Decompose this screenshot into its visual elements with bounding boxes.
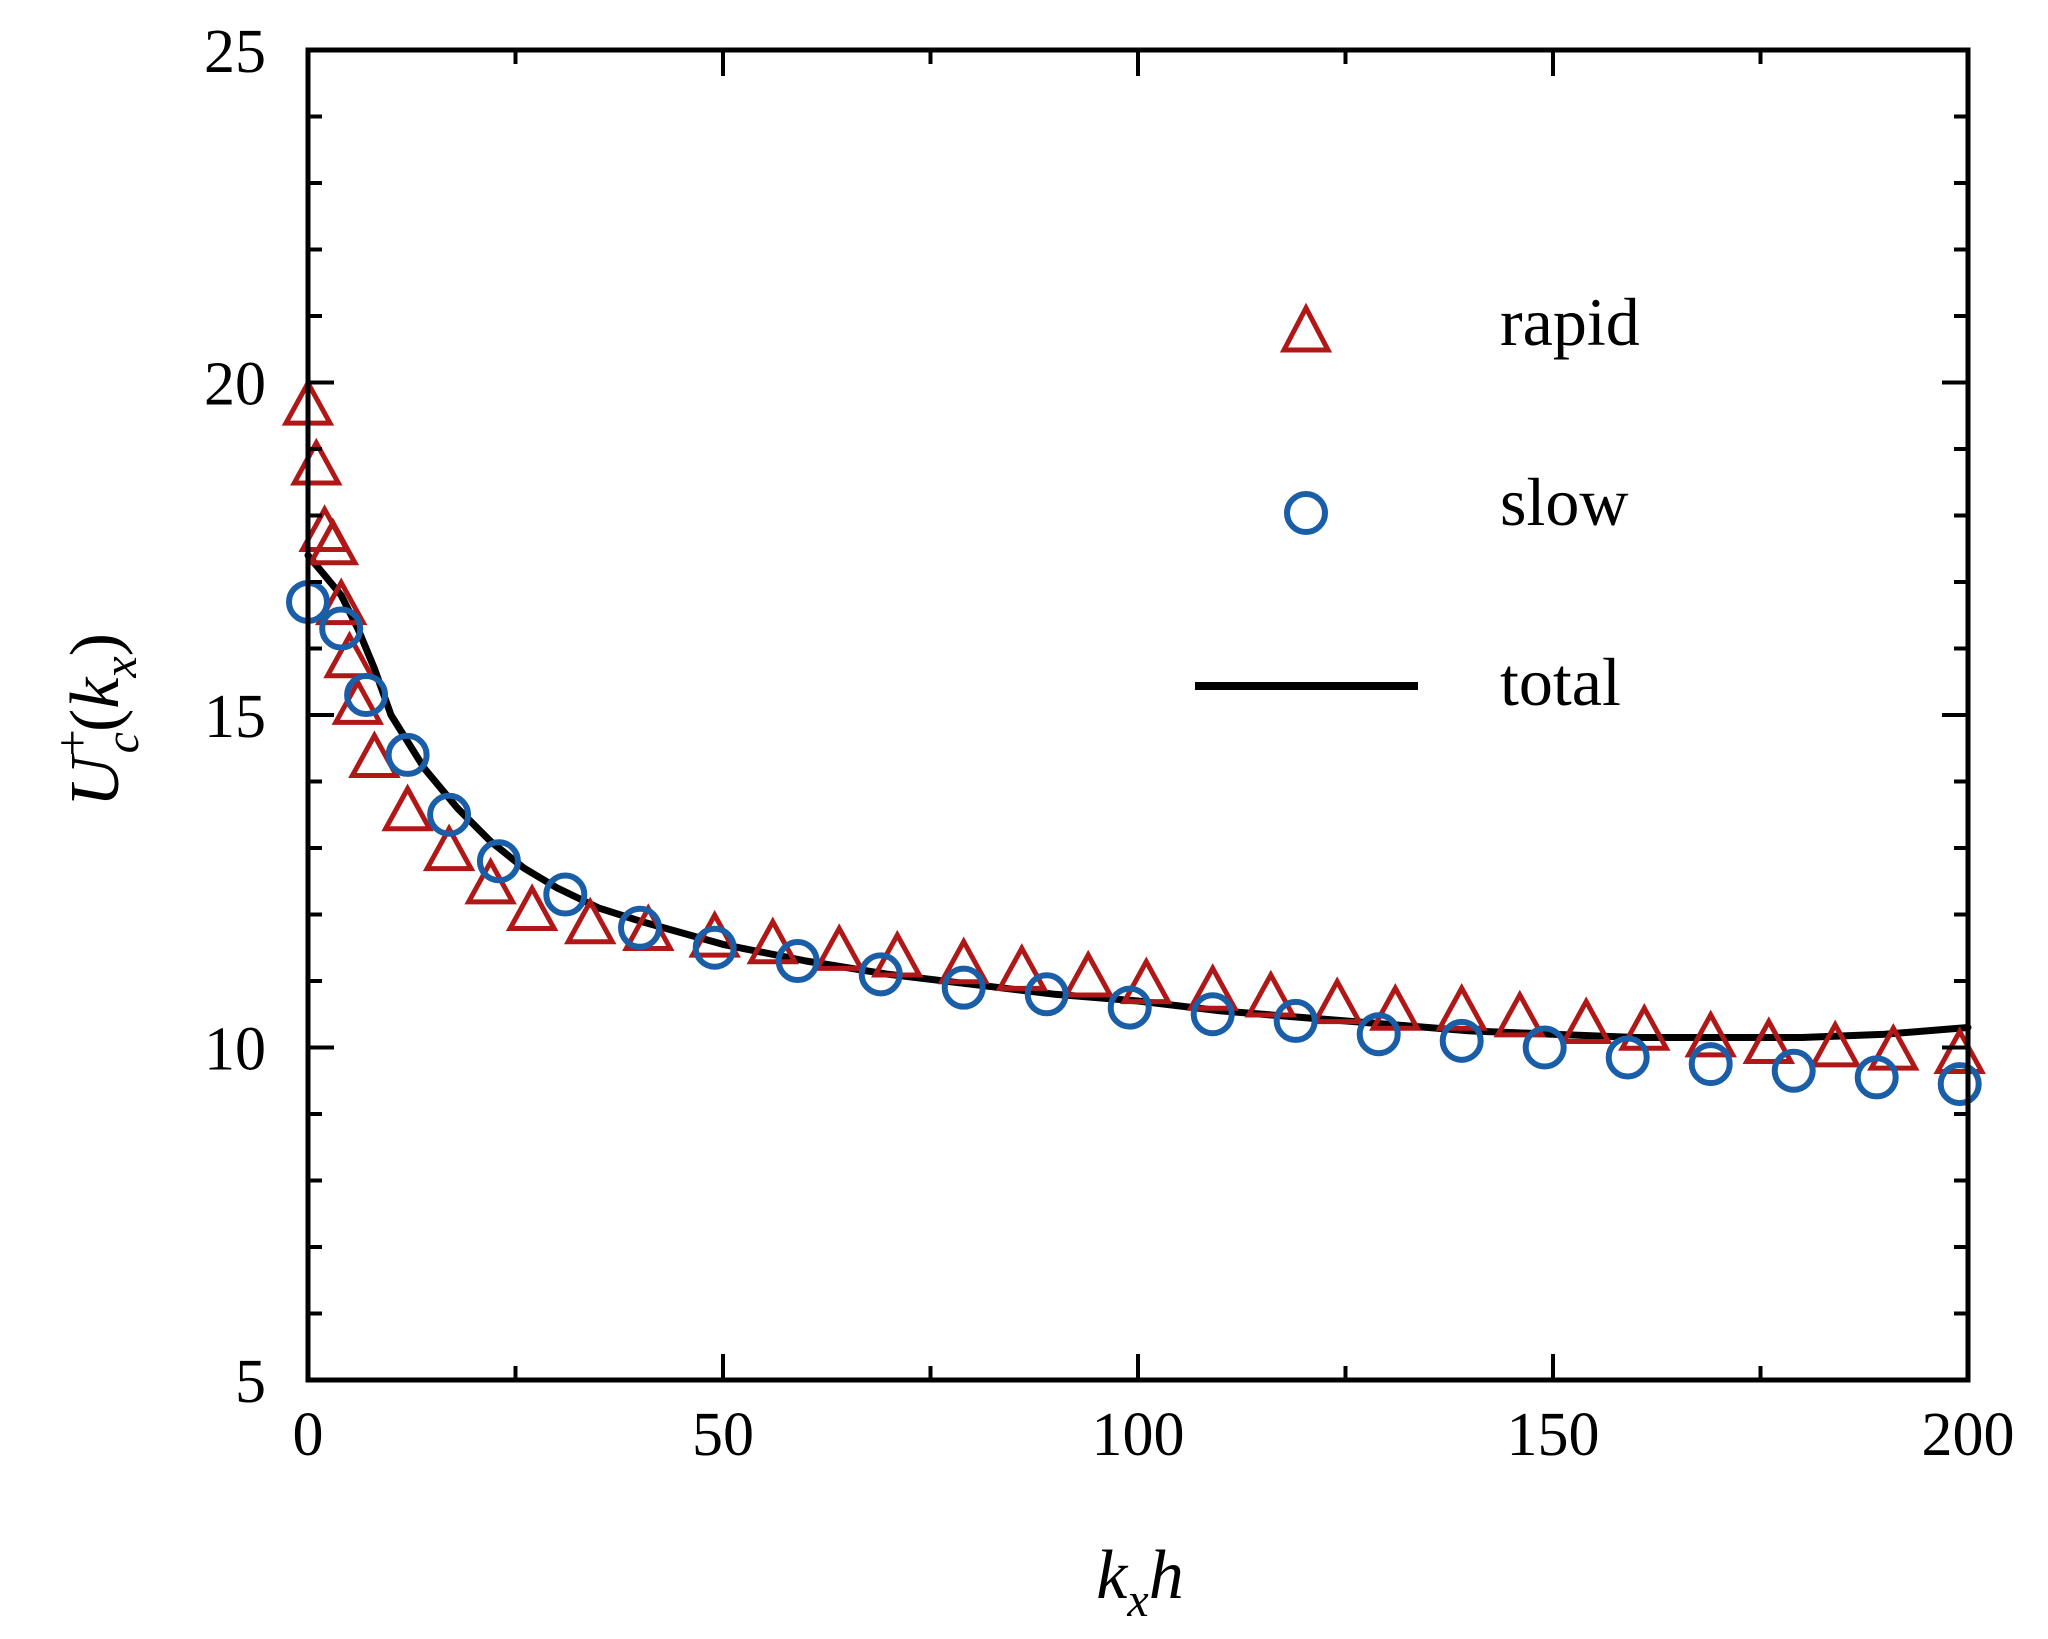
slow-point bbox=[775, 939, 820, 984]
y-axis-title-base: U bbox=[57, 752, 134, 807]
rapid-point bbox=[1186, 963, 1239, 1011]
slow-point bbox=[1024, 972, 1069, 1017]
slow-point bbox=[385, 732, 430, 777]
slow-point bbox=[476, 839, 521, 884]
rapid-point bbox=[1808, 1019, 1862, 1068]
x-tick-label: 0 bbox=[293, 1401, 324, 1469]
rapid-point bbox=[323, 630, 376, 679]
slow-point bbox=[319, 606, 364, 651]
slow-point bbox=[618, 905, 662, 950]
total-line bbox=[304, 551, 1972, 1041]
slow-point bbox=[1107, 985, 1152, 1030]
slow-point bbox=[1937, 1062, 1982, 1107]
x-tick-label: 50 bbox=[692, 1401, 754, 1469]
slow-point bbox=[858, 952, 903, 997]
slow-point bbox=[1854, 1055, 1899, 1100]
plot-frame bbox=[305, 47, 1971, 1383]
rapid-point bbox=[290, 437, 343, 486]
slow-point bbox=[1605, 1035, 1650, 1080]
y-axis-title-sup: + bbox=[46, 729, 99, 756]
legend-marker-rapid bbox=[1279, 302, 1333, 353]
x-axis-title: kxh bbox=[1096, 1537, 1183, 1627]
series-slow bbox=[286, 579, 1982, 1107]
legend-marker-slow bbox=[1284, 491, 1328, 535]
x-axis-title-tail: h bbox=[1149, 1537, 1184, 1614]
y-tick-label: 10 bbox=[204, 1016, 266, 1084]
rapid-point bbox=[1742, 1016, 1796, 1064]
rapid-point bbox=[1435, 983, 1488, 1031]
rapid-point bbox=[812, 923, 866, 971]
series-total bbox=[304, 551, 1972, 1041]
series-rapid bbox=[281, 377, 1986, 1074]
tick-labels: 0 50 100 150 200 5 10 15 20 25 bbox=[204, 18, 2015, 1469]
y-tick-label: 15 bbox=[204, 683, 266, 751]
y-axis-title-group: U+c(kx) bbox=[46, 633, 149, 807]
legend-label-total: total bbox=[1500, 644, 1621, 720]
legend-label-slow: slow bbox=[1500, 464, 1628, 540]
slow-point bbox=[344, 673, 389, 718]
axis-ticks bbox=[306, 48, 1970, 1382]
slow-point bbox=[1688, 1042, 1733, 1087]
rapid-point bbox=[381, 783, 434, 832]
rapid-point bbox=[1310, 976, 1364, 1025]
slow-point bbox=[941, 965, 986, 1010]
y-tick-label: 25 bbox=[204, 18, 266, 86]
slow-point bbox=[692, 925, 737, 970]
y-axis-title-close: ) bbox=[57, 633, 134, 656]
x-tick-label: 150 bbox=[1507, 1401, 1600, 1469]
y-axis-title: U+c(kx) bbox=[46, 633, 149, 807]
slow-point bbox=[427, 792, 472, 837]
rapid-point bbox=[746, 916, 800, 965]
slow-point bbox=[1190, 992, 1235, 1037]
rapid-point bbox=[422, 823, 476, 872]
x-axis-title-sub: x bbox=[1126, 1574, 1148, 1627]
slow-point bbox=[1356, 1012, 1401, 1057]
rapid-point bbox=[1061, 949, 1115, 998]
slow-point bbox=[543, 872, 588, 917]
x-tick-label: 200 bbox=[1922, 1401, 2015, 1469]
slow-point bbox=[1771, 1048, 1816, 1093]
y-tick-label: 5 bbox=[235, 1348, 266, 1416]
legend-label-rapid: rapid bbox=[1500, 284, 1640, 360]
legend: rapid slow total bbox=[1195, 284, 1640, 720]
rapid-point bbox=[314, 577, 368, 626]
y-axis-title-argsub: x bbox=[94, 656, 147, 678]
rapid-point bbox=[306, 517, 360, 566]
rapid-point bbox=[1559, 996, 1613, 1045]
x-axis-title-base: k bbox=[1096, 1537, 1129, 1614]
y-axis-title-arg: k bbox=[57, 676, 134, 709]
rapid-point bbox=[1684, 1009, 1737, 1058]
rapid-point bbox=[1244, 969, 1298, 1018]
slow-point bbox=[1439, 1018, 1484, 1063]
y-tick-label: 20 bbox=[204, 351, 266, 419]
rapid-point bbox=[348, 730, 401, 779]
rapid-point bbox=[331, 677, 385, 725]
rapid-point bbox=[995, 943, 1049, 991]
y-axis-title-sub: c bbox=[96, 732, 149, 753]
y-axis-title-open: ( bbox=[57, 709, 134, 732]
slow-point bbox=[1522, 1025, 1567, 1070]
rapid-point bbox=[1618, 1003, 1671, 1051]
rapid-point bbox=[1933, 1026, 1986, 1074]
rapid-point bbox=[937, 936, 990, 985]
rapid-point bbox=[563, 896, 617, 945]
slow-point bbox=[1273, 998, 1318, 1043]
rapid-point bbox=[1493, 989, 1547, 1038]
rapid-point bbox=[505, 883, 559, 931]
x-tick-label: 100 bbox=[1092, 1401, 1185, 1469]
